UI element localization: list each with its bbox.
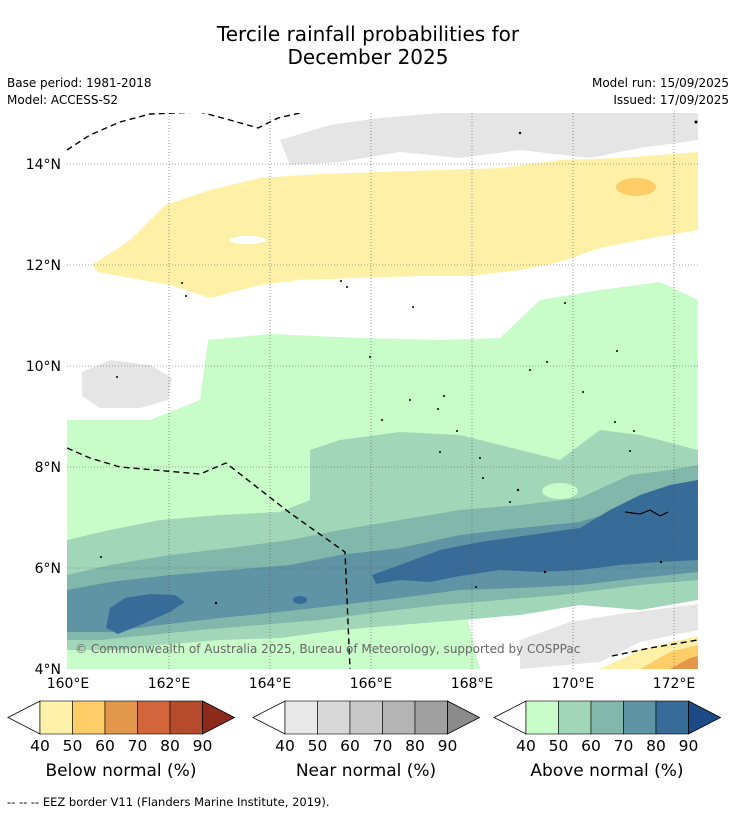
above-normal-swatch: [655, 700, 689, 735]
near-normal-region-west: [82, 360, 172, 408]
below-normal-tick-label: 90: [193, 737, 213, 755]
probability-field: © Commonwealth of Australia 2025, Bureau…: [67, 113, 698, 669]
lat-label-4n: 4°N: [35, 662, 61, 678]
above-normal-tick-label: 80: [646, 737, 666, 755]
near-normal-over-arrow: [447, 700, 481, 735]
copyright-text: © Commonwealth of Australia 2025, Bureau…: [75, 642, 580, 656]
lon-label-172e: 172°E: [653, 676, 696, 692]
above-normal-tick-label: 70: [614, 737, 634, 755]
below-normal-tick-label: 60: [95, 737, 115, 755]
below-normal-tick-label: 80: [160, 737, 180, 755]
footnote-eez: -- -- -- EEZ border V11 (Flanders Marine…: [7, 795, 330, 809]
longitude-labels: 160°E 162°E 164°E 166°E 168°E 170°E 172°…: [47, 676, 696, 692]
near-normal-region-north: [280, 113, 698, 165]
above-normal-label: Above normal (%): [530, 761, 684, 781]
model-run: Model run: 15/09/2025: [591, 76, 729, 90]
near-normal-tick-label: 50: [308, 737, 328, 755]
above-normal-tick-label: 60: [581, 737, 601, 755]
above-normal-swatch: [558, 700, 592, 735]
lon-label-166e: 166°E: [350, 676, 393, 692]
map-title-line2: December 2025: [287, 45, 449, 69]
lon-label-162e: 162°E: [148, 676, 191, 692]
near-normal-tick-label: 60: [340, 737, 360, 755]
near-normal-swatch: [414, 700, 448, 735]
below-normal-under-arrow: [7, 700, 41, 735]
above-normal-tick-label: 40: [516, 737, 536, 755]
lon-label-168e: 168°E: [451, 676, 494, 692]
eez-border: [67, 113, 698, 669]
above-normal-over-arrow: [688, 700, 722, 735]
above-normal-80-90-east: [372, 480, 698, 584]
below-normal-colorbar: 40 50 60 70 80 90: [7, 700, 236, 755]
above-normal-swatch: [623, 700, 657, 735]
near-normal-tick-label: 80: [405, 737, 425, 755]
near-normal-swatch: [284, 700, 318, 735]
lon-label-160e: 160°E: [47, 676, 90, 692]
below-normal-swatch: [39, 700, 73, 735]
lat-label-6n: 6°N: [35, 561, 61, 577]
lon-label-170e: 170°E: [552, 676, 595, 692]
near-normal-under-arrow: [252, 700, 286, 735]
near-normal-tick-label: 90: [438, 737, 458, 755]
near-normal-tick-label: 40: [275, 737, 295, 755]
below-normal-swatch: [72, 700, 106, 735]
map-title-line1: Tercile rainfall probabilities for: [216, 22, 520, 46]
near-normal-colorbar: 40 50 60 70 80 90: [252, 700, 481, 755]
islands: [100, 120, 698, 605]
near-normal-swatch: [317, 700, 351, 735]
below-normal-tick-label: 50: [63, 737, 83, 755]
above-normal-80-90-west: [106, 594, 185, 634]
near-normal-swatch: [382, 700, 416, 735]
above-normal-tick-label: 90: [679, 737, 699, 755]
near-normal-label: Near normal (%): [295, 761, 437, 781]
below-normal-swatch: [169, 700, 203, 735]
lon-label-164e: 164°E: [249, 676, 292, 692]
lat-label-14n: 14°N: [26, 157, 61, 173]
above-normal-70-80: [67, 480, 698, 632]
above-normal-under-arrow: [493, 700, 527, 735]
above-normal-swatch: [590, 700, 624, 735]
lat-label-8n: 8°N: [35, 460, 61, 476]
below-normal-over-arrow: [202, 700, 236, 735]
latitude-labels: 14°N 12°N 10°N 8°N 6°N 4°N: [26, 157, 61, 678]
above-normal-tick-label: 50: [549, 737, 569, 755]
model-name: Model: ACCESS-S2: [7, 93, 119, 107]
graticule: [67, 113, 698, 669]
below-normal-hotspot: [616, 178, 656, 196]
lat-label-10n: 10°N: [26, 359, 61, 375]
base-period: Base period: 1981-2018: [7, 76, 152, 90]
below-normal-swatch: [104, 700, 138, 735]
near-normal-swatch: [349, 700, 383, 735]
below-normal-band: [92, 152, 698, 298]
issued-date: Issued: 17/09/2025: [613, 93, 729, 107]
above-normal-swatch: [525, 700, 559, 735]
lat-label-12n: 12°N: [26, 258, 61, 274]
below-normal-tick-label: 70: [128, 737, 148, 755]
above-normal-colorbar: 40 50 60 70 80 90: [493, 700, 722, 755]
below-normal-label: Below normal (%): [45, 761, 197, 781]
below-normal-tick-label: 40: [30, 737, 50, 755]
colorbars: 40 50 60 70 80 90 40 50 60 70 80 90 40 50 60 70 80 90: [7, 700, 722, 755]
near-normal-tick-label: 70: [373, 737, 393, 755]
below-normal-swatch: [137, 700, 171, 735]
